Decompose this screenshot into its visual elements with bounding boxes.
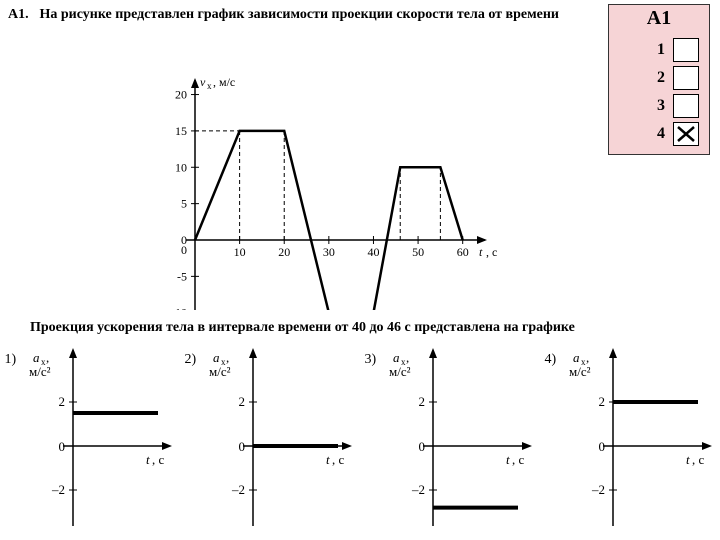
svg-text:40: 40 xyxy=(367,245,379,259)
svg-text:60: 60 xyxy=(457,245,469,259)
answer-row-num: 1 xyxy=(657,41,665,59)
svg-text:–2: –2 xyxy=(231,482,245,497)
svg-text:0: 0 xyxy=(598,439,605,454)
svg-text:, м/с: , м/с xyxy=(213,75,235,89)
svg-text:0: 0 xyxy=(238,439,245,454)
svg-text:5: 5 xyxy=(181,197,187,211)
svg-text:t: t xyxy=(686,452,690,467)
svg-text:a: a xyxy=(573,350,580,365)
svg-text:2: 2 xyxy=(598,394,605,409)
svg-text:t: t xyxy=(506,452,510,467)
question-number: А1. xyxy=(8,6,36,24)
question-text: На рисунке представлен график зависимост… xyxy=(40,6,560,24)
option-number: 3) xyxy=(365,352,377,368)
svg-text:м/с²: м/с² xyxy=(569,364,591,379)
answer-row: 2 xyxy=(609,64,709,92)
svg-text:20: 20 xyxy=(278,245,290,259)
svg-text:a: a xyxy=(213,350,220,365)
svg-text:0: 0 xyxy=(58,439,65,454)
answer-row-num: 2 xyxy=(657,69,665,87)
answer-checkbox[interactable] xyxy=(673,38,699,62)
svg-text:,: , xyxy=(406,350,409,365)
answer-row-num: 3 xyxy=(657,97,665,115)
question-subtext: Проекция ускорения тела в интервале врем… xyxy=(30,320,710,336)
svg-text:10: 10 xyxy=(175,160,187,174)
svg-text:–2: –2 xyxy=(51,482,65,497)
svg-text:,: , xyxy=(46,350,49,365)
svg-text:2: 2 xyxy=(58,394,65,409)
svg-text:–2: –2 xyxy=(411,482,425,497)
svg-text:2: 2 xyxy=(238,394,245,409)
svg-text:, с: , с xyxy=(486,245,497,259)
svg-text:30: 30 xyxy=(323,245,335,259)
svg-text:0: 0 xyxy=(181,243,187,257)
svg-text:50: 50 xyxy=(412,245,424,259)
check-x-icon xyxy=(676,125,696,143)
svg-text:-5: -5 xyxy=(177,269,187,283)
answer-checkbox[interactable] xyxy=(673,94,699,118)
option-chart: 4)–220ax,м/с²t, с xyxy=(543,346,718,531)
svg-text:–2: –2 xyxy=(591,482,605,497)
answer-row: 3 xyxy=(609,92,709,120)
svg-text:м/с²: м/с² xyxy=(29,364,51,379)
svg-text:a: a xyxy=(393,350,400,365)
svg-text:, с: , с xyxy=(692,452,705,467)
option-chart: 2)–220ax,м/с²t, с xyxy=(183,346,358,531)
answer-checkbox[interactable] xyxy=(673,122,699,146)
svg-text:-10: -10 xyxy=(171,306,187,310)
svg-text:м/с²: м/с² xyxy=(209,364,231,379)
main-chart: -10-505101520102030405060vx, м/сt, с0 xyxy=(140,60,520,315)
svg-text:t: t xyxy=(326,452,330,467)
answer-row: 1 xyxy=(609,36,709,64)
svg-text:,: , xyxy=(586,350,589,365)
answer-options: 1)–220ax,м/с²t, с2)–220ax,м/с²t, с3)–220… xyxy=(0,346,720,531)
option-number: 1) xyxy=(5,352,17,368)
answer-checkbox[interactable] xyxy=(673,66,699,90)
svg-text:a: a xyxy=(33,350,40,365)
svg-text:, с: , с xyxy=(332,452,345,467)
svg-text:x: x xyxy=(207,81,212,91)
svg-text:10: 10 xyxy=(234,245,246,259)
option-chart: 3)–220ax,м/с²t, с xyxy=(363,346,538,531)
svg-text:2: 2 xyxy=(418,394,425,409)
svg-text:t: t xyxy=(479,245,483,259)
answer-row-num: 4 xyxy=(657,125,665,143)
svg-text:м/с²: м/с² xyxy=(389,364,411,379)
answer-row: 4 xyxy=(609,120,709,148)
svg-text:t: t xyxy=(146,452,150,467)
svg-text:15: 15 xyxy=(175,124,187,138)
svg-text:,: , xyxy=(226,350,229,365)
svg-text:20: 20 xyxy=(175,88,187,102)
svg-text:, с: , с xyxy=(512,452,525,467)
svg-text:v: v xyxy=(200,75,206,89)
answer-panel: A1 1 2 3 4 xyxy=(608,4,710,155)
option-number: 4) xyxy=(545,352,557,368)
svg-text:, с: , с xyxy=(152,452,165,467)
svg-text:0: 0 xyxy=(418,439,425,454)
answer-panel-title: A1 xyxy=(609,5,709,36)
option-number: 2) xyxy=(185,352,197,368)
option-chart: 1)–220ax,м/с²t, с xyxy=(3,346,178,531)
